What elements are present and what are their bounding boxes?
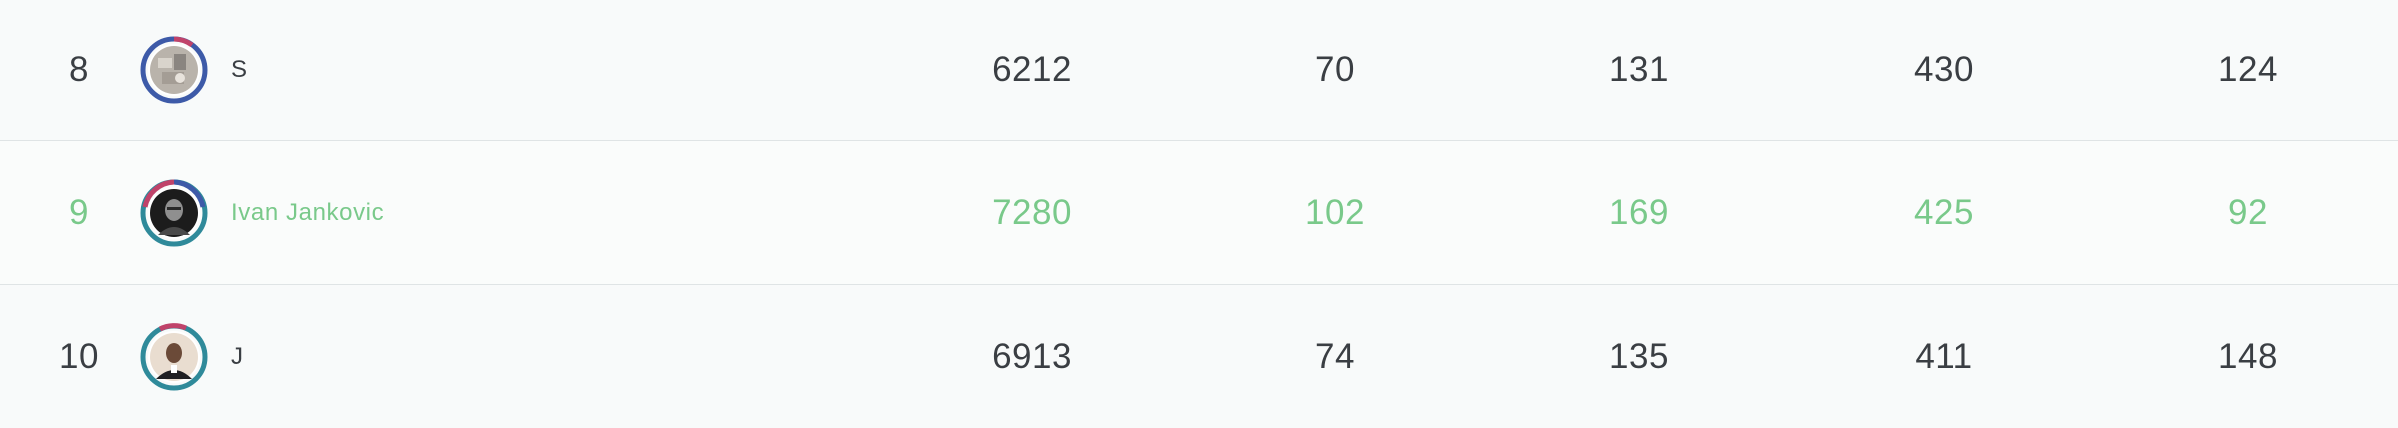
row-divider	[0, 284, 2398, 285]
stat-value: 7280	[992, 192, 1072, 232]
row-divider	[0, 140, 2398, 141]
stat-value: 425	[1914, 192, 1974, 232]
stat-value: 102	[1305, 192, 1365, 232]
stat-value: 74	[1315, 336, 1355, 376]
rank-value: 9	[69, 192, 89, 232]
stat-value: 124	[2218, 50, 2278, 89]
stat-value: 92	[2228, 192, 2268, 232]
stat-value: 131	[1609, 50, 1669, 89]
avatar[interactable]	[140, 36, 208, 104]
player-name[interactable]: Ivan Jankovic	[231, 198, 385, 226]
stat-value: 148	[2218, 336, 2278, 376]
stat-value: 430	[1914, 50, 1974, 89]
user-avatar-icon	[140, 322, 208, 390]
player-name[interactable]: S	[231, 56, 248, 83]
stat-value: 169	[1609, 192, 1669, 232]
avatar[interactable]	[140, 179, 208, 247]
leaderboard-row[interactable]: 10 J 6913 74 135 411 148	[0, 285, 2398, 428]
leaderboard-row-current-user[interactable]: 9 Ivan Jankovic 7280 102 169 425 92	[0, 141, 2398, 284]
stat-value: 6913	[992, 336, 1072, 376]
stat-value: 135	[1609, 336, 1669, 376]
stat-value: 6212	[992, 50, 1072, 89]
stat-value: 411	[1915, 336, 1973, 376]
user-avatar-icon	[140, 36, 208, 104]
rank-value: 8	[69, 50, 89, 89]
user-avatar-icon	[140, 179, 208, 246]
rank-value: 10	[59, 336, 99, 376]
leaderboard-row[interactable]: 8 S 6212 70 131 430 124	[0, 0, 2398, 140]
player-name[interactable]: J	[231, 342, 244, 370]
avatar[interactable]	[140, 322, 208, 391]
stat-value: 70	[1315, 50, 1355, 89]
